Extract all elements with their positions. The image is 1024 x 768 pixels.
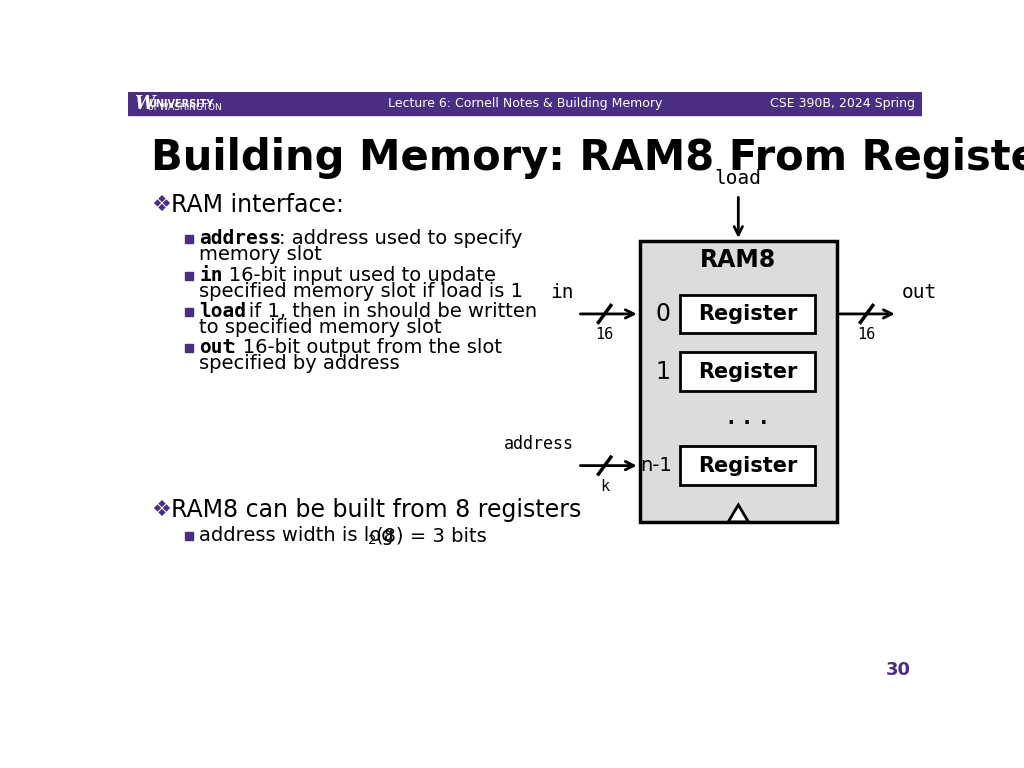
Bar <box>185 344 194 352</box>
Bar <box>185 308 194 316</box>
Text: out: out <box>901 283 937 302</box>
Text: Register: Register <box>698 455 798 475</box>
Text: n-1: n-1 <box>641 456 673 475</box>
Text: : 16-bit output from the slot: : 16-bit output from the slot <box>230 338 503 357</box>
Text: of WASHINGTON: of WASHINGTON <box>148 103 222 112</box>
Text: to specified memory slot: to specified memory slot <box>200 318 442 337</box>
Text: W: W <box>134 94 155 113</box>
Text: k: k <box>600 478 609 494</box>
Bar <box>185 532 194 540</box>
Bar <box>128 92 922 115</box>
Text: : 16-bit input used to update: : 16-bit input used to update <box>216 266 497 285</box>
Text: 30: 30 <box>886 660 910 679</box>
Text: memory slot: memory slot <box>200 245 323 264</box>
Text: specified by address: specified by address <box>200 355 400 373</box>
Text: RAM8: RAM8 <box>700 248 776 272</box>
Bar <box>680 295 815 333</box>
Text: CSE 390B, 2024 Spring: CSE 390B, 2024 Spring <box>770 98 915 111</box>
Text: address width is log: address width is log <box>200 526 394 545</box>
Text: RAM8 can be built from 8 registers: RAM8 can be built from 8 registers <box>171 498 582 522</box>
Text: UNIVERSITY: UNIVERSITY <box>148 99 214 109</box>
Text: 0: 0 <box>655 302 671 326</box>
Text: in: in <box>200 266 223 285</box>
Text: Register: Register <box>698 304 798 324</box>
Text: 2: 2 <box>369 534 377 547</box>
Text: 16: 16 <box>857 327 876 342</box>
Bar <box>640 241 838 521</box>
Text: load: load <box>715 170 762 188</box>
Text: ❖: ❖ <box>152 194 171 214</box>
Text: 1: 1 <box>655 359 670 384</box>
Text: Lecture 6: Cornell Notes & Building Memory: Lecture 6: Cornell Notes & Building Memo… <box>388 98 662 111</box>
Text: Building Memory: RAM8 From Registers: Building Memory: RAM8 From Registers <box>152 137 1024 179</box>
Text: (8) = 3 bits: (8) = 3 bits <box>376 526 486 545</box>
Bar <box>680 353 815 391</box>
Text: in: in <box>550 283 573 302</box>
Text: RAM interface:: RAM interface: <box>171 193 344 217</box>
Text: load: load <box>200 302 247 321</box>
Text: ❖: ❖ <box>152 500 171 520</box>
Text: : address used to specify: : address used to specify <box>280 229 522 248</box>
Text: ...: ... <box>723 402 773 429</box>
Text: Register: Register <box>698 362 798 382</box>
Polygon shape <box>728 505 749 521</box>
Text: out: out <box>200 338 234 357</box>
Text: address: address <box>200 229 282 248</box>
Bar <box>185 235 194 243</box>
Text: specified memory slot if load is 1: specified memory slot if load is 1 <box>200 282 523 301</box>
Bar <box>185 272 194 280</box>
Text: address: address <box>504 435 573 453</box>
Bar <box>680 446 815 485</box>
Text: : if 1, then in should be written: : if 1, then in should be written <box>237 302 538 321</box>
Text: 16: 16 <box>596 327 613 342</box>
